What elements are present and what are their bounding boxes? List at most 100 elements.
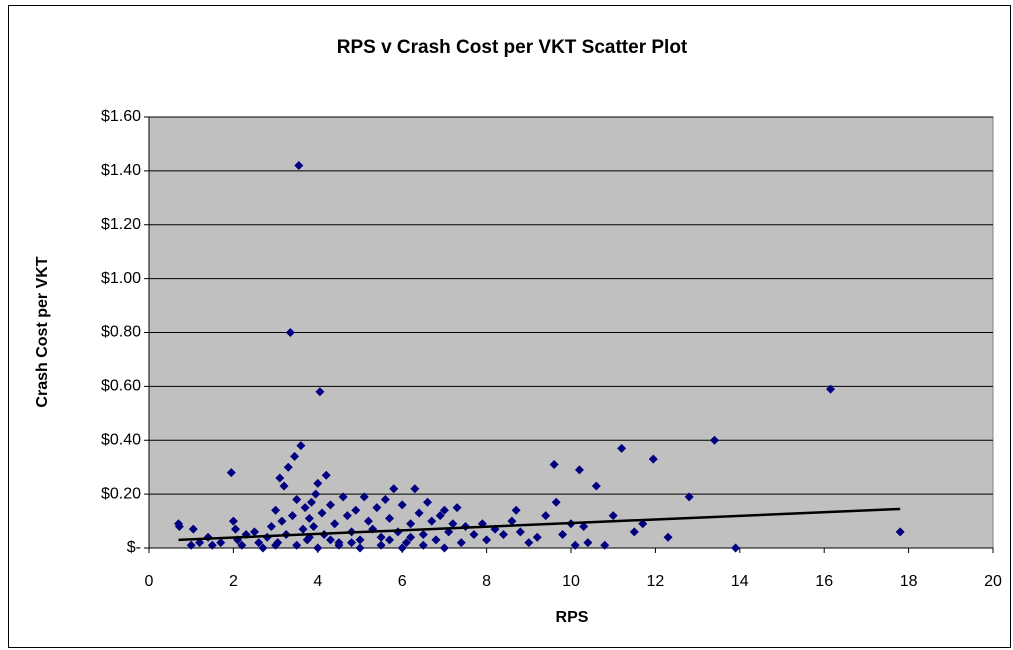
point <box>826 384 836 394</box>
point <box>389 484 399 494</box>
point <box>515 527 525 537</box>
point <box>347 538 357 548</box>
point <box>271 505 281 515</box>
x-tick-label: 20 <box>984 573 1002 590</box>
point <box>600 540 610 550</box>
point <box>406 519 416 529</box>
point <box>684 492 694 502</box>
point <box>195 538 205 548</box>
x-tick-label: 14 <box>731 573 749 590</box>
point <box>296 441 306 451</box>
point <box>254 538 264 548</box>
point <box>608 511 618 521</box>
point <box>292 540 302 550</box>
point <box>410 484 420 494</box>
point <box>258 543 268 553</box>
point <box>401 538 411 548</box>
point <box>498 530 508 540</box>
point <box>469 530 479 540</box>
point <box>325 500 335 510</box>
x-tick-label: 0 <box>145 573 154 590</box>
point <box>275 473 285 483</box>
point <box>629 527 639 537</box>
y-tick-label: $1.20 <box>101 216 141 233</box>
point <box>638 519 648 529</box>
point <box>250 527 259 537</box>
point <box>380 495 390 505</box>
point <box>435 511 445 521</box>
point <box>300 503 310 513</box>
point <box>304 513 314 523</box>
point <box>895 527 905 537</box>
point <box>549 459 559 469</box>
point <box>579 521 589 531</box>
point <box>648 454 658 464</box>
x-tick-label: 4 <box>313 573 322 590</box>
point <box>418 530 428 540</box>
y-tick-label: $1.60 <box>101 108 141 125</box>
point <box>271 540 281 550</box>
point <box>397 500 407 510</box>
point <box>448 519 458 529</box>
point <box>617 443 627 453</box>
point <box>266 521 276 531</box>
point <box>427 516 437 526</box>
point <box>174 521 184 531</box>
point <box>731 543 741 553</box>
point <box>431 535 441 545</box>
y-tick-label: $1.40 <box>101 162 141 179</box>
point <box>277 516 287 526</box>
point <box>418 540 428 550</box>
point <box>558 530 568 540</box>
point <box>313 478 323 488</box>
point <box>570 540 580 550</box>
x-tick-label: 8 <box>482 573 491 590</box>
point <box>330 519 340 529</box>
point <box>439 543 449 553</box>
point <box>376 532 386 542</box>
point <box>507 516 517 526</box>
y-tick-label: $0.40 <box>101 431 141 448</box>
point <box>188 524 198 534</box>
point <box>355 535 365 545</box>
point <box>325 535 335 545</box>
point <box>311 489 321 499</box>
y-tick-label: $0.20 <box>101 485 141 502</box>
point <box>313 543 323 553</box>
point <box>317 508 327 518</box>
y-tick-label: $1.00 <box>101 270 141 287</box>
point <box>292 495 302 505</box>
point <box>309 521 319 531</box>
point <box>551 497 561 507</box>
point <box>355 543 365 553</box>
point <box>524 538 534 548</box>
x-tick-label: 12 <box>647 573 665 590</box>
point <box>397 543 407 553</box>
x-tick-label: 6 <box>398 573 407 590</box>
point <box>385 513 395 523</box>
point <box>482 535 492 545</box>
point <box>279 481 289 491</box>
point <box>541 511 551 521</box>
point <box>283 462 293 472</box>
point <box>298 524 308 534</box>
y-axis-title: Crash Cost per VKT <box>34 256 51 407</box>
point <box>439 505 449 515</box>
point <box>207 540 217 550</box>
point <box>359 492 369 502</box>
point <box>287 511 297 521</box>
point <box>414 508 424 518</box>
point <box>342 511 352 521</box>
point <box>532 532 542 542</box>
point <box>351 505 361 515</box>
chart-title: RPS v Crash Cost per VKT Scatter Plot <box>337 37 688 58</box>
point <box>423 497 433 507</box>
point <box>294 160 304 170</box>
point <box>363 516 373 526</box>
point <box>583 538 593 548</box>
point <box>334 540 344 550</box>
point <box>452 503 462 513</box>
y-tick-label: $0.80 <box>101 324 141 341</box>
point <box>406 532 416 542</box>
point <box>237 540 247 550</box>
